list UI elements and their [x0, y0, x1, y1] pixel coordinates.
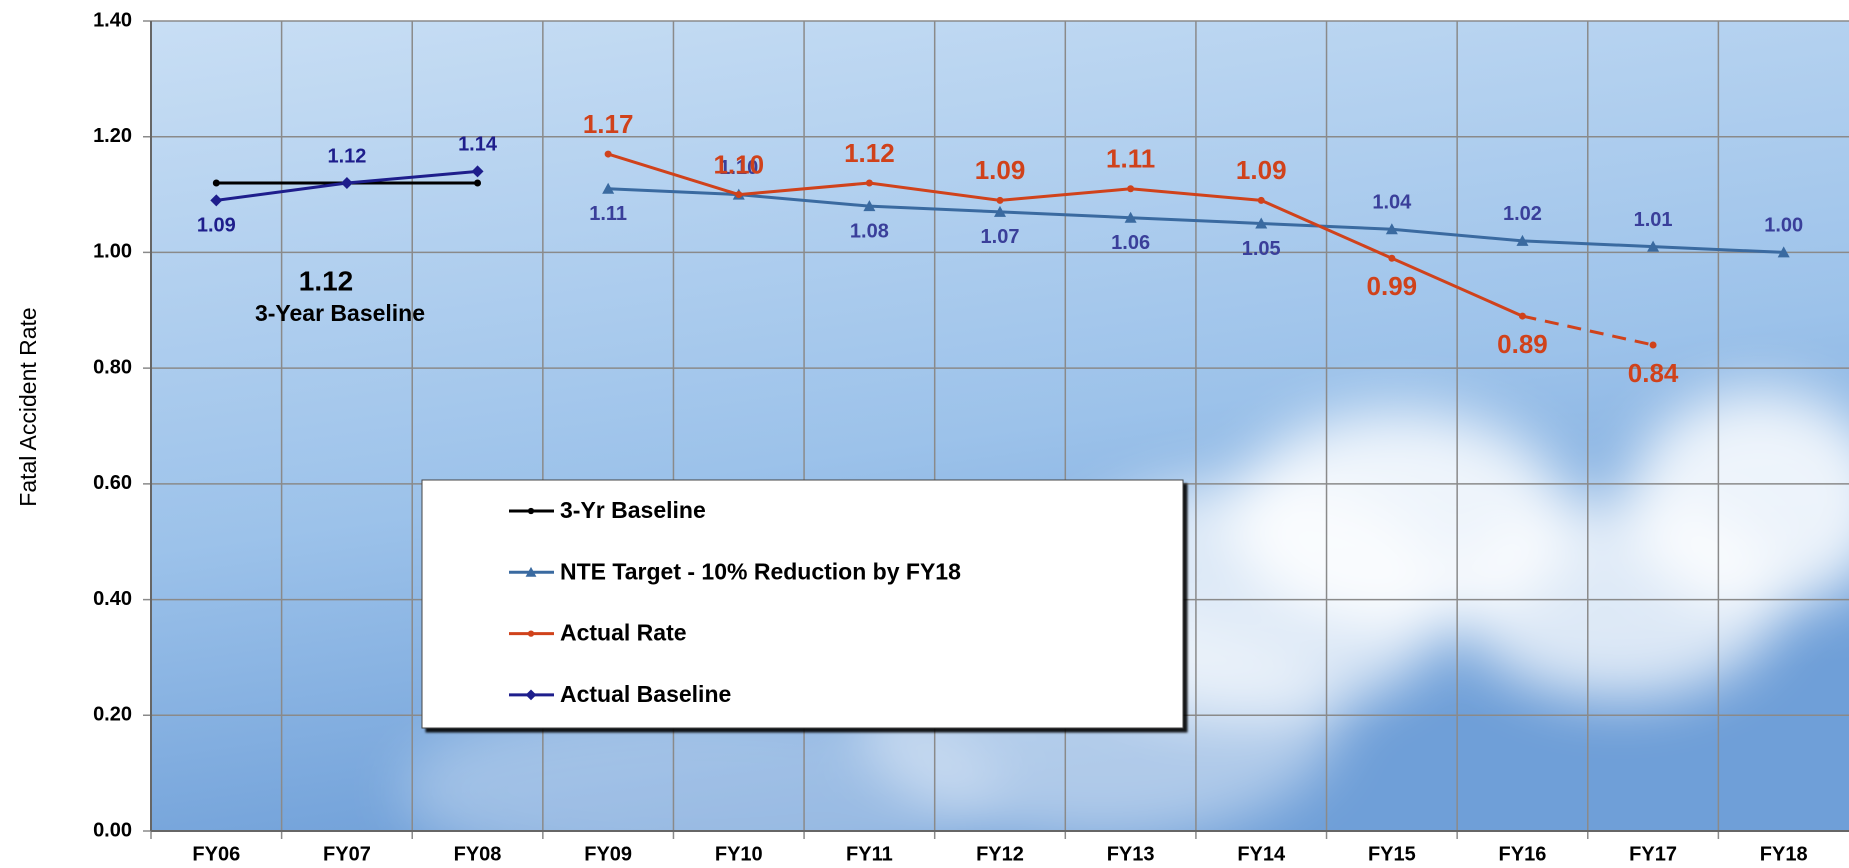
data-label: 1.02 — [1503, 203, 1542, 225]
marker — [471, 165, 484, 178]
x-tick-label: FY18 — [1760, 843, 1808, 865]
annotation: 3-Year Baseline — [255, 300, 425, 326]
x-tick-label: FY13 — [1107, 843, 1155, 865]
marker — [996, 196, 1004, 204]
x-tick-label: FY12 — [976, 843, 1024, 865]
y-tick-label: 0.60 — [93, 472, 132, 494]
marker — [1518, 312, 1526, 320]
data-label: 0.99 — [1367, 271, 1418, 301]
marker — [525, 566, 537, 577]
marker — [994, 205, 1006, 217]
marker — [1255, 217, 1268, 229]
x-tick-label: FY11 — [846, 843, 893, 865]
legend: 3-Yr Baseline NTE Target - 10% Reduction … — [421, 479, 1184, 729]
y-tick-label: 0.40 — [93, 588, 132, 610]
y-tick-label: 1.00 — [93, 241, 132, 263]
data-label: 1.00 — [1764, 215, 1803, 237]
y-tick-label: 0.20 — [93, 704, 132, 726]
y-axis-label: Fatal Accident Rate — [15, 307, 41, 506]
x-tick-label: FY06 — [192, 843, 240, 865]
series-line — [608, 187, 1784, 254]
data-label: 1.14 — [458, 134, 498, 156]
x-tick-label: FY09 — [584, 843, 632, 865]
data-label: 0.89 — [1497, 329, 1548, 359]
marker — [1777, 246, 1790, 258]
marker — [602, 182, 615, 194]
legend-label: Actual Rate — [560, 620, 687, 646]
marker — [863, 200, 876, 212]
marker — [1127, 185, 1135, 193]
marker — [1385, 223, 1398, 235]
x-tick-label: FY07 — [323, 843, 371, 865]
marker — [527, 630, 535, 637]
marker — [525, 689, 537, 701]
marker — [1388, 254, 1396, 262]
marker — [1647, 240, 1660, 252]
marker — [474, 179, 482, 187]
marker — [1124, 211, 1137, 223]
data-label: 1.08 — [850, 220, 889, 242]
data-label: 1.01 — [1634, 209, 1673, 231]
legend-label: 3-Yr Baseline — [560, 497, 706, 523]
y-tick-label: 1.40 — [93, 9, 132, 31]
data-label: 1.10 — [713, 149, 764, 179]
marker — [1649, 341, 1657, 349]
data-label: 1.05 — [1242, 238, 1281, 260]
data-label: 1.10 — [719, 157, 758, 179]
x-tick-label: FY15 — [1368, 843, 1416, 865]
annotation: 1.12 — [299, 265, 354, 296]
marker — [865, 179, 873, 187]
series-line — [607, 152, 1524, 318]
marker — [210, 194, 223, 207]
marker — [340, 177, 353, 189]
marker — [604, 150, 612, 158]
data-label: 1.04 — [1372, 192, 1412, 214]
marks: 1.11 1.10 1.08 1.07 1.06 1.05 1.04 1.02 1.01 1.00… — [197, 109, 1803, 388]
x-tick-label: FY08 — [454, 843, 502, 865]
marker — [735, 191, 743, 199]
data-label: 1.07 — [981, 226, 1020, 248]
y-tick-label: 1.20 — [93, 125, 132, 147]
data-label: 1.09 — [197, 215, 236, 237]
marker — [527, 507, 535, 515]
marker — [212, 179, 220, 187]
legend-label: NTE Target - 10% Reduction by FY18 — [560, 558, 961, 584]
legend-box — [421, 479, 1184, 729]
data-label: 1.11 — [589, 203, 627, 225]
data-label: 1.11 — [1106, 144, 1155, 174]
data-label: 1.12 — [844, 138, 895, 168]
data-label: 1.09 — [975, 155, 1026, 185]
x-tick-label: FY14 — [1237, 843, 1286, 865]
x-tick-label: FY16 — [1499, 843, 1547, 865]
x-tick-label: FY17 — [1629, 843, 1677, 865]
data-label: 1.09 — [1236, 155, 1287, 185]
data-label: 1.12 — [327, 145, 366, 167]
legend-label: Actual Baseline — [560, 681, 731, 707]
x-tick-label: FY10 — [715, 843, 763, 865]
data-label: 1.06 — [1111, 232, 1150, 254]
y-tick-label: 0.80 — [93, 356, 132, 378]
data-label: 1.17 — [583, 109, 634, 139]
marker — [1516, 234, 1529, 246]
y-tick-label: 0.00 — [93, 819, 132, 841]
data-label: 0.84 — [1628, 358, 1679, 388]
marker — [1257, 196, 1265, 204]
